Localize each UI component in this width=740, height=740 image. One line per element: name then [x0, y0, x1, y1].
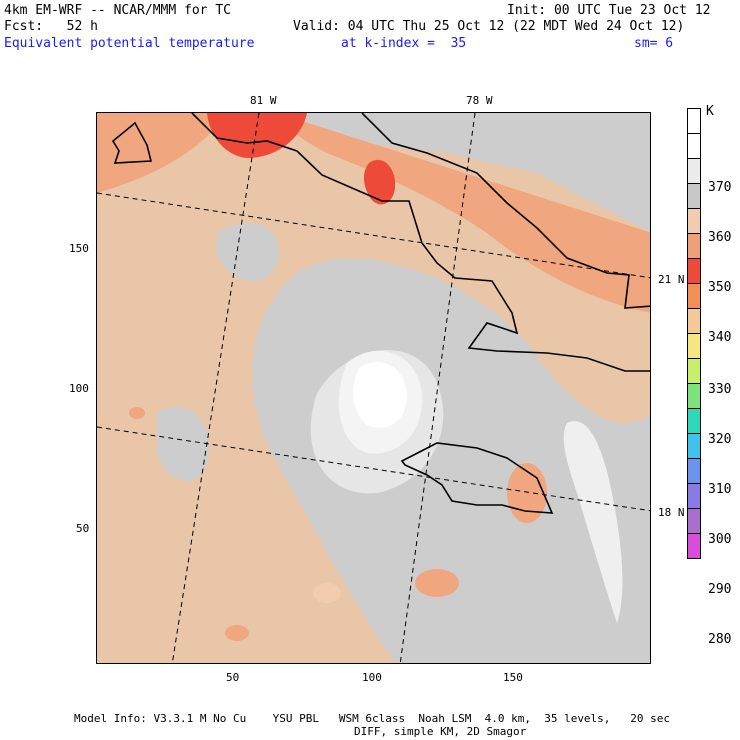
smoothing: sm= 6	[634, 36, 674, 51]
lat-label-21n: 21 N	[658, 273, 685, 286]
colorbar-swatch	[687, 308, 701, 334]
colorbar-label-370: 370	[708, 180, 732, 195]
colorbar-swatch	[687, 433, 701, 459]
colorbar-unit: K	[706, 104, 714, 119]
y-tick-150: 150	[69, 242, 89, 255]
colorbar-label-290: 290	[708, 582, 732, 597]
lon-label-78w: 78 W	[466, 94, 493, 107]
colorbar-swatch	[687, 358, 701, 384]
colorbar-swatch	[687, 108, 701, 134]
colorbar-swatch	[687, 458, 701, 484]
init-time: Init: 00 UTC Tue 23 Oct 12	[507, 3, 711, 18]
y-tick-50: 50	[76, 522, 90, 535]
colorbar-swatch	[687, 408, 701, 434]
colorbar-swatch	[687, 183, 701, 209]
lat-label-18n: 18 N	[658, 506, 685, 519]
colorbar-swatch	[687, 533, 701, 559]
colorbar-label-320: 320	[708, 432, 732, 447]
forecast-hour: Fcst: 52 h	[4, 19, 98, 34]
colorbar-label-280: 280	[708, 632, 732, 647]
k-index: at k-index = 35	[341, 36, 467, 51]
map-panel	[96, 112, 651, 664]
x-tick-100: 100	[362, 671, 382, 684]
theta-e-field	[97, 113, 650, 663]
colorbar-swatch	[687, 233, 701, 259]
model-title: 4km EM-WRF -- NCAR/MMM for TC	[4, 3, 231, 18]
colorbar-label-340: 340	[708, 330, 732, 345]
colorbar-swatch	[687, 383, 701, 409]
colorbar-swatch	[687, 508, 701, 534]
model-info: Model Info: V3.3.1 M No Cu YSU PBL WSM 6…	[74, 712, 671, 725]
field-name: Equivalent potential temperature	[4, 36, 255, 51]
colorbar-label-360: 360	[708, 230, 732, 245]
colorbar-swatch	[687, 158, 701, 184]
colorbar-swatch	[687, 258, 701, 284]
colorbar-label-310: 310	[708, 482, 732, 497]
valid-time: Valid: 04 UTC Thu 25 Oct 12 (22 MDT Wed …	[293, 19, 685, 34]
colorbar-swatch	[687, 333, 701, 359]
lon-label-81w: 81 W	[250, 94, 277, 107]
colorbar-label-350: 350	[708, 280, 732, 295]
model-info-physics: DIFF, simple KM, 2D Smagor	[354, 725, 527, 738]
colorbar-swatch	[687, 283, 701, 309]
colorbar-swatch	[687, 208, 701, 234]
x-tick-50: 50	[226, 671, 240, 684]
x-tick-150: 150	[503, 671, 523, 684]
colorbar-label-300: 300	[708, 532, 732, 547]
y-tick-100: 100	[69, 382, 89, 395]
colorbar-swatch	[687, 483, 701, 509]
colorbar-swatch	[687, 133, 701, 159]
colorbar-label-330: 330	[708, 382, 732, 397]
